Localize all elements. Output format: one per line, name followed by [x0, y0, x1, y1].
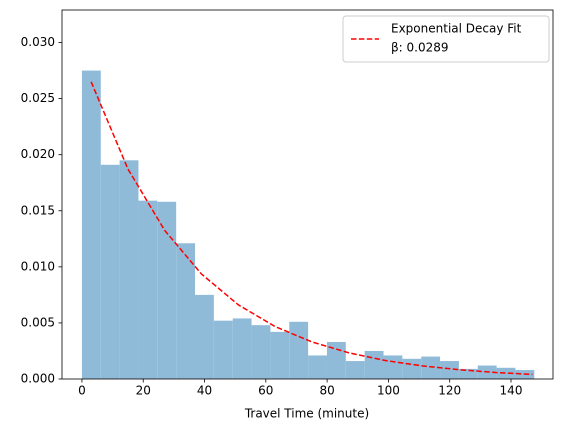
y-tick-label: 0.015	[21, 203, 55, 217]
x-tick-label: 40	[197, 384, 212, 398]
x-tick-label: 60	[258, 384, 273, 398]
bar	[421, 356, 441, 379]
bar	[176, 243, 196, 379]
bar	[138, 200, 158, 379]
legend-annotation: β: 0.0289	[391, 41, 449, 55]
bar	[195, 294, 214, 379]
bar	[100, 164, 120, 379]
y-tick-label: 0.030	[21, 35, 55, 49]
legend-label: Exponential Decay Fit	[391, 22, 522, 36]
x-tick-label: 0	[78, 384, 86, 398]
y-tick-label: 0.005	[21, 315, 55, 329]
bar	[270, 331, 290, 379]
x-tick-label: 100	[377, 384, 400, 398]
y-tick-label: 0.020	[21, 147, 55, 161]
bar	[440, 361, 459, 379]
y-tick-label: 0.010	[21, 259, 55, 273]
x-tick-label: 80	[319, 384, 334, 398]
bar	[364, 350, 384, 379]
legend-box	[342, 15, 550, 63]
x-axis-label: Travel Time (minute)	[244, 407, 369, 421]
y-tick-label: 0.000	[21, 372, 55, 386]
fit-line	[90, 81, 533, 376]
bar	[119, 160, 139, 379]
bar	[289, 321, 309, 379]
bar	[458, 368, 478, 379]
bar	[157, 201, 177, 379]
x-tick-label: 140	[500, 384, 523, 398]
bar	[345, 361, 365, 379]
y-tick-label: 0.025	[21, 91, 55, 105]
bar	[213, 320, 233, 379]
axes-frame	[61, 9, 554, 380]
x-tick-label: 120	[438, 384, 461, 398]
bar	[251, 325, 271, 379]
bar	[232, 318, 252, 379]
x-tick-label: 20	[136, 384, 151, 398]
bar	[402, 358, 422, 379]
bar	[308, 355, 327, 379]
bar	[496, 367, 516, 379]
bar	[81, 70, 101, 380]
bar	[383, 355, 403, 379]
